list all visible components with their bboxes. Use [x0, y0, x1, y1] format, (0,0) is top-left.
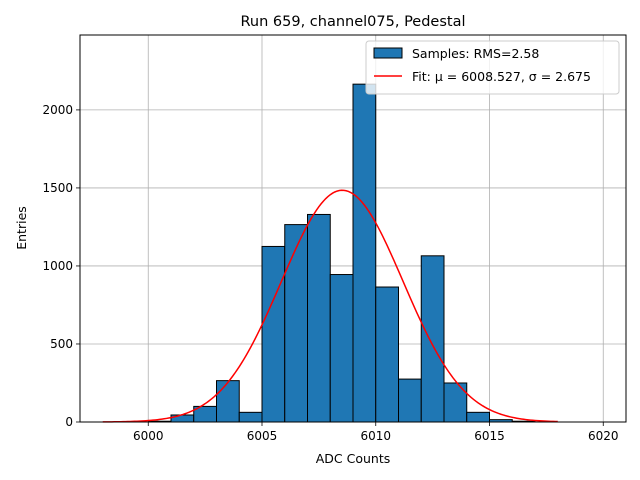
histogram-bar [352, 83, 377, 423]
x-tick-label: 6015 [474, 429, 505, 443]
y-tick-label: 0 [65, 415, 73, 429]
histogram-bar [238, 411, 263, 423]
chart-title: Run 659, channel075, Pedestal [240, 14, 465, 30]
y-tick-label: 1000 [42, 259, 73, 273]
legend-histogram-swatch [373, 47, 403, 59]
x-axis-ticks: 6000 6005 6010 6015 6020 [133, 422, 619, 443]
y-tick-label: 2000 [42, 103, 73, 117]
histogram-bar [420, 255, 445, 423]
histogram-bar [307, 213, 331, 423]
histogram-bar [216, 380, 240, 423]
x-tick-label: 6020 [588, 429, 619, 443]
y-axis-label: Entries [14, 206, 29, 250]
histogram-bar [443, 382, 468, 423]
legend-histogram-label: Samples: RMS=2.58 [412, 46, 539, 61]
histogram-bar [170, 414, 195, 423]
y-axis-ticks: 0 500 1000 1500 2000 [42, 103, 80, 429]
x-axis-label: ADC Counts [316, 451, 391, 466]
histogram-bar [398, 378, 422, 423]
fit-curve [102, 189, 558, 423]
legend-fit-label: Fit: μ = 6008.527, σ = 2.675 [412, 69, 591, 84]
histogram-bar [261, 245, 286, 423]
plot-area-frame [79, 34, 627, 423]
legend-box [365, 40, 620, 95]
x-tick-label: 6000 [133, 429, 164, 443]
y-tick-label: 1500 [42, 181, 73, 195]
histogram-bar [466, 411, 490, 423]
x-tick-label: 6010 [360, 429, 391, 443]
y-tick-label: 500 [50, 337, 73, 351]
histogram-bar [329, 274, 354, 423]
histogram-bar [284, 224, 308, 423]
histogram-bar [375, 286, 399, 423]
legend: Samples: RMS=2.58 Fit: μ = 6008.527, σ =… [365, 40, 620, 95]
x-tick-label: 6005 [247, 429, 278, 443]
